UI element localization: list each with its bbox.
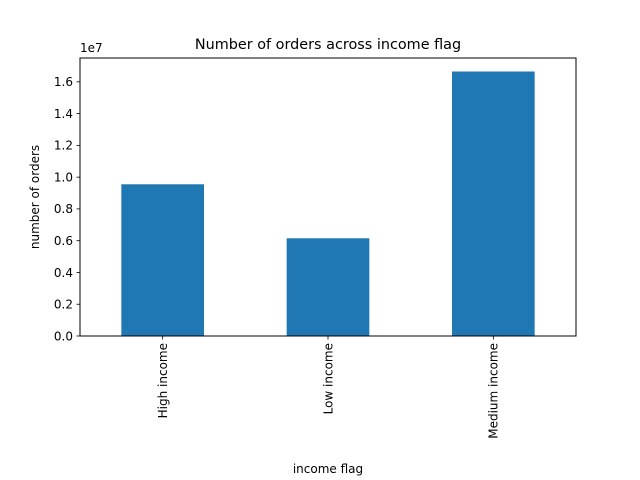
bar-low-income — [286, 238, 370, 336]
y-axis-label: number of orders — [28, 145, 42, 249]
bar-medium-income — [452, 71, 535, 336]
bar-high-income — [121, 184, 204, 336]
x-tick-label: Low income — [321, 343, 335, 414]
chart-title: Number of orders across income flag — [195, 37, 461, 53]
y-axis-offset-label: 1e7 — [80, 41, 103, 55]
x-tick-label: High income — [156, 343, 170, 418]
plot-area-frame — [79, 57, 577, 337]
y-tick-label: 0.8 — [54, 202, 73, 216]
y-tick-label: 1.2 — [54, 139, 73, 153]
y-tick-label: 1.0 — [54, 170, 73, 184]
y-tick-label: 0.4 — [54, 266, 73, 280]
x-tick-label: Medium income — [487, 343, 501, 439]
x-axis-ticks: High income Low income Medium income — [156, 336, 501, 439]
bars-group — [121, 71, 535, 336]
y-tick-label: 1.4 — [54, 107, 73, 121]
y-axis-ticks: 0.0 0.2 0.4 0.6 0.8 1.0 1.2 1.4 1.6 — [54, 75, 80, 343]
y-tick-label: 0.0 — [54, 329, 73, 343]
y-tick-label: 1.6 — [54, 75, 73, 89]
x-axis-label: income flag — [293, 462, 363, 476]
y-tick-label: 0.6 — [54, 234, 73, 248]
y-tick-label: 0.2 — [54, 298, 73, 312]
